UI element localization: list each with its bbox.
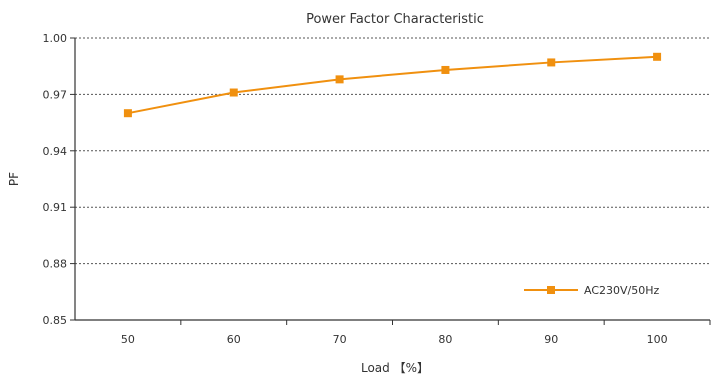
data-point xyxy=(229,88,238,97)
data-point xyxy=(335,75,344,84)
x-tick-label: 70 xyxy=(333,333,347,346)
legend: AC230V/50Hz xyxy=(524,284,660,297)
y-tick-label: 0.91 xyxy=(43,201,68,214)
x-tick-label: 90 xyxy=(544,333,558,346)
y-tick-label: 0.88 xyxy=(43,258,68,271)
y-axis-ticks: 0.85 0.88 0.91 0.94 0.97 1.00 xyxy=(43,32,75,327)
chart-title: Power Factor Characteristic xyxy=(306,12,484,27)
data-point xyxy=(653,52,662,61)
x-tick-label: 100 xyxy=(647,333,668,346)
x-tick-label: 80 xyxy=(438,333,452,346)
y-tick-label: 0.97 xyxy=(43,88,68,101)
legend-label: AC230V/50Hz xyxy=(584,284,660,297)
y-tick-label: 1.00 xyxy=(43,32,68,45)
data-point xyxy=(123,109,132,118)
y-tick-label: 0.85 xyxy=(43,314,68,327)
data-point xyxy=(441,65,450,74)
data-point xyxy=(547,58,556,67)
y-axis-label: PF xyxy=(7,172,21,186)
x-tick-label: 60 xyxy=(227,333,241,346)
legend-marker xyxy=(547,286,555,294)
x-axis-ticks: 50 60 70 80 90 100 xyxy=(121,320,711,346)
series-ac230v-50hz xyxy=(123,52,662,118)
series-line xyxy=(127,55,658,115)
y-tick-label: 0.94 xyxy=(43,145,68,158)
x-tick-label: 50 xyxy=(121,333,135,346)
grid-lines xyxy=(75,37,710,265)
x-axis-label: Load 【%】 xyxy=(361,361,429,375)
